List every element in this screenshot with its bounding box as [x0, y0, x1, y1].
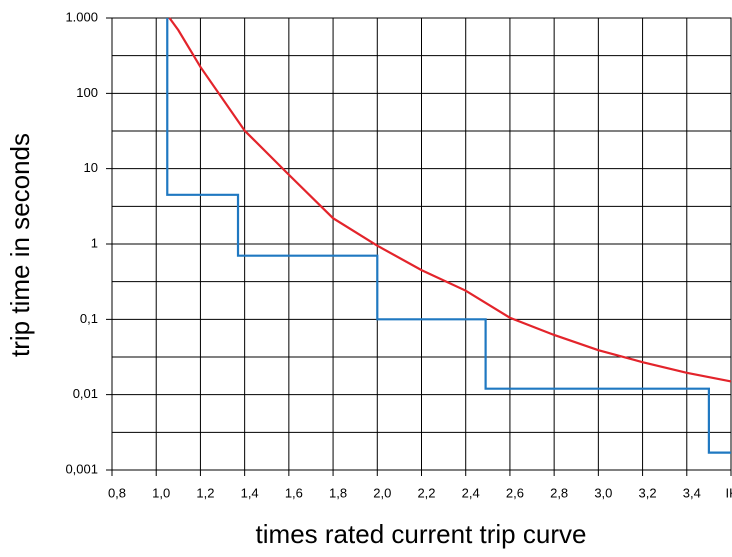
y-tick-label: 1.000 — [65, 9, 98, 24]
x-tick-label: 3,2 — [639, 485, 657, 500]
x-tick-label: 2,6 — [506, 485, 524, 500]
series-line — [168, 17, 732, 383]
y-tick-label: 0,1 — [80, 311, 98, 326]
x-tick-label: 2,2 — [417, 485, 435, 500]
series-line — [166, 18, 731, 454]
x-tick-label: 2,8 — [550, 485, 568, 500]
x-tick-label: 1,8 — [329, 485, 347, 500]
x-tick-label: 1,0 — [152, 485, 170, 500]
y-axis-label: trip time in seconds — [5, 133, 35, 357]
x-tick-label: IKS — [726, 485, 732, 500]
x-tick-label: 1,6 — [285, 485, 303, 500]
x-tick-label: 2,0 — [373, 485, 391, 500]
y-tick-label: 0,001 — [65, 461, 98, 476]
x-tick-label: 3,4 — [683, 485, 701, 500]
x-tick-label: 2,4 — [462, 485, 480, 500]
x-tick-label: 1,4 — [241, 485, 259, 500]
y-tick-label: 100 — [76, 85, 98, 100]
x-tick-label: 3,0 — [594, 485, 612, 500]
y-tick-label: 10 — [84, 160, 98, 175]
x-axis-label: times rated current trip curve — [256, 519, 587, 549]
plot-frame — [111, 17, 732, 471]
x-tick-label: 0,8 — [108, 485, 126, 500]
x-tick-label: 1,2 — [196, 485, 214, 500]
y-tick-label: 1 — [91, 235, 98, 250]
y-tick-label: 0,01 — [73, 386, 98, 401]
